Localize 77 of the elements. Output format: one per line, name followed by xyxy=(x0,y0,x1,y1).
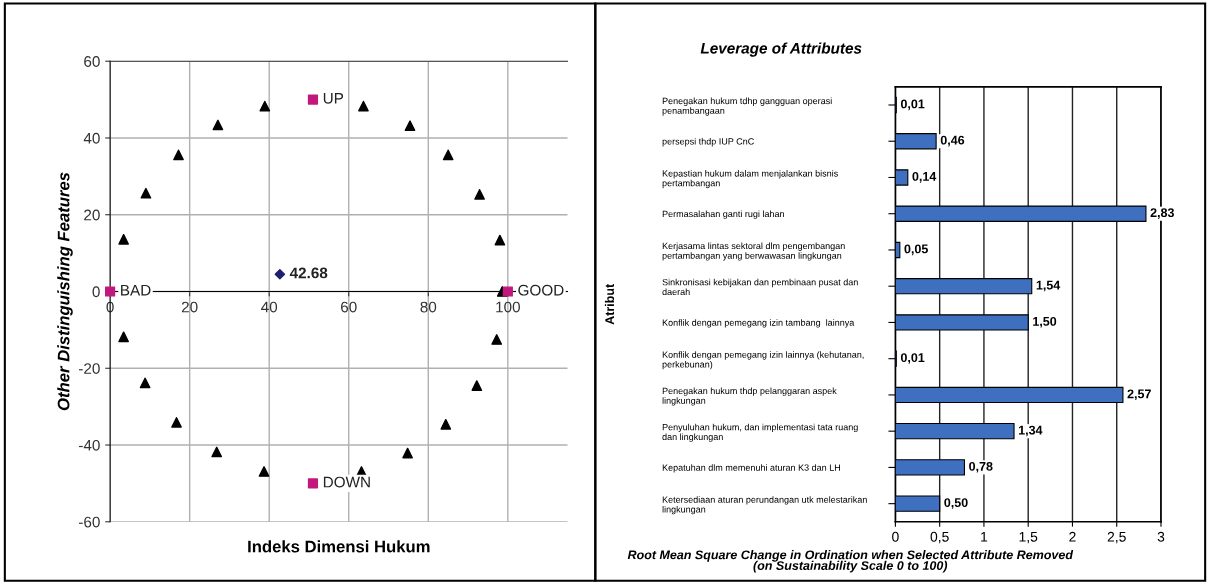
point xyxy=(274,268,286,280)
y-tick-label: Sinkronisasi kebijakan dan pembinaan pusat dan daerah xyxy=(662,278,858,296)
data-label: 1,54 xyxy=(1036,280,1061,292)
y-tick-label: Penegakan hukum tdhp gangguan operasi penambangaan xyxy=(662,97,832,116)
point xyxy=(474,189,485,200)
y-tick-label: -20 xyxy=(78,363,100,374)
point xyxy=(491,334,503,345)
point xyxy=(211,446,223,458)
point xyxy=(118,233,129,245)
point xyxy=(139,377,151,389)
data-label: 2,83 xyxy=(1150,208,1174,219)
x-tick-label: 0,5 xyxy=(930,531,949,544)
data-label: 0,46 xyxy=(940,135,965,147)
point xyxy=(402,447,413,459)
point xyxy=(171,417,182,428)
data-label: 0,14 xyxy=(912,171,937,183)
point xyxy=(307,478,319,489)
y-tick-label: -40 xyxy=(78,439,100,451)
x-axis-title: Root Mean Square Change in Ordination when Selected Attribute Removed (on Sustainability Scale 0 to 100) xyxy=(627,550,1074,573)
point xyxy=(502,286,513,297)
x-tick-label: 1,5 xyxy=(1019,532,1038,544)
x-tick-label: 3 xyxy=(1157,531,1165,542)
y-tick-label: Konflik dengan pemegang izin tambang lainnya xyxy=(662,319,855,328)
y-tick-label: -60 xyxy=(78,516,100,528)
data-label: GOOD xyxy=(518,284,564,296)
y-tick-label: Kepatuhan dlm memenuhi aturan K3 dan LH xyxy=(662,464,840,473)
x-tick-label: 1 xyxy=(981,532,988,542)
x-tick-label: 60 xyxy=(341,301,357,313)
data-label: 0,01 xyxy=(900,353,925,364)
y-tick-label: 0 xyxy=(92,286,100,298)
point xyxy=(118,331,129,343)
y-axis-title: Other Distinguishing Features xyxy=(57,172,73,411)
y-tick-label: 40 xyxy=(83,132,100,144)
point xyxy=(259,100,271,112)
point xyxy=(258,466,270,477)
x-tick-label: 40 xyxy=(261,301,278,313)
data-label: UP xyxy=(323,93,344,104)
y-tick-label: Konflik dengan pemegang izin lainnya (kehutanan, perkebunan) xyxy=(662,351,864,370)
x-tick-label: 2,5 xyxy=(1107,531,1126,544)
x-tick-label: 0 xyxy=(892,531,899,542)
point xyxy=(173,149,184,161)
point xyxy=(442,149,454,161)
point xyxy=(494,234,506,246)
data-label: 0,50 xyxy=(944,498,968,509)
y-tick-label: 20 xyxy=(84,209,100,221)
y-axis-title: Atribut xyxy=(604,284,615,325)
chart-title: Leverage of Attributes xyxy=(700,42,862,57)
data-label: 1,50 xyxy=(1033,316,1057,328)
y-tick-label: Kepastian hukum dalam menjalankan bisnis pertambangan xyxy=(662,170,838,189)
data-label: DOWN xyxy=(323,476,370,488)
point xyxy=(404,120,416,132)
x-tick-label: 100 xyxy=(496,301,520,313)
y-tick-label: 60 xyxy=(84,56,100,67)
x-axis-title: Indeks Dimensi Hukum xyxy=(248,540,430,553)
y-tick-label: Ketersediaan aturan perundangan utk melestarikan lingkungan xyxy=(662,496,867,515)
y-tick-label: Penegakan hukum thdp pelanggaran aspek lingkungan xyxy=(662,387,837,406)
annotation: 42.68 xyxy=(289,267,328,279)
x-tick-label: 80 xyxy=(420,301,437,313)
point xyxy=(307,94,319,105)
y-tick-label: Permasalahan ganti rugi lahan xyxy=(662,210,784,219)
point xyxy=(358,100,369,112)
data-label: 2,57 xyxy=(1127,389,1151,401)
y-tick-label: Kerjasama lintas sektoral dlm pengembangan pertambangan yang berwawasan lingkungan xyxy=(662,242,845,261)
point xyxy=(140,187,152,199)
point xyxy=(471,380,483,391)
data-label: 1,34 xyxy=(1018,425,1043,437)
point xyxy=(212,119,224,131)
point xyxy=(105,286,116,297)
x-tick-label: 2 xyxy=(1069,531,1076,542)
y-tick-label: persepsi thdp IUP CnC xyxy=(662,137,754,147)
data-label: 0,05 xyxy=(904,244,928,256)
data-label: 0,78 xyxy=(969,461,993,473)
point xyxy=(440,418,452,430)
y-tick-label: Penyuluhan hukum, dan implementasi tata ruang dan lingkungan xyxy=(662,423,858,442)
data-label: BAD xyxy=(121,284,151,296)
data-label: 0,01 xyxy=(900,99,925,111)
x-tick-label: 20 xyxy=(181,301,198,313)
